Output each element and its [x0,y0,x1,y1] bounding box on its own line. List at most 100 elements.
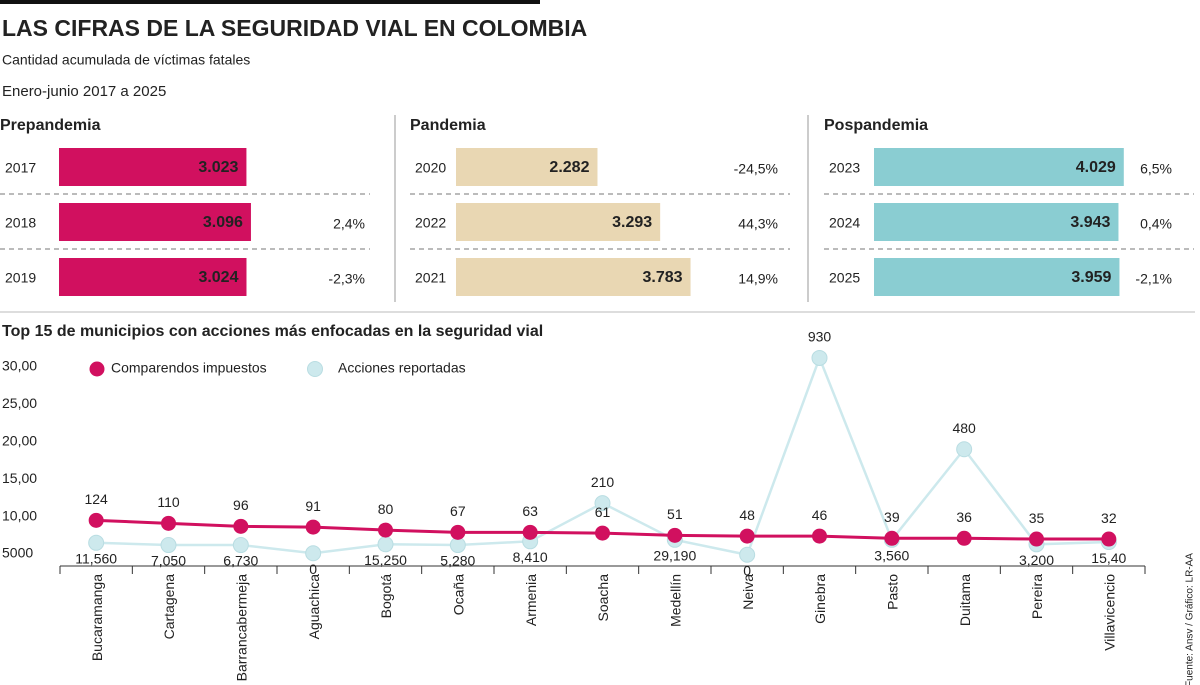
year-label: 2021 [415,270,446,286]
point [160,537,177,554]
x-tick-label: Armenia [523,574,539,626]
point-label: 11,560 [75,551,117,567]
point-label: 67 [450,503,466,519]
x-tick-label: Bucaramanga [89,574,105,661]
point [956,530,972,546]
x-tick-label: Duitama [957,574,973,626]
point [667,527,683,543]
year-label: 2025 [829,270,860,286]
bar-value-label: 3.293 [612,214,652,231]
year-label: 2024 [829,215,860,231]
point [595,525,610,541]
subtitle: Cantidad acumulada de víctimas fatales [2,52,250,68]
x-tick-label: Villavicencio [1102,574,1118,651]
bar-value-label: 3.959 [1071,269,1111,286]
point [739,528,755,544]
point-label: 480 [952,420,976,436]
point-label: 96 [233,497,249,513]
point [1101,531,1117,547]
point [232,537,249,554]
legend-label: Comparendos impuestos [111,360,267,376]
legend-marker [89,361,105,377]
point-label: 35 [1029,510,1045,526]
bar-value-label: 4.029 [1076,159,1116,176]
bar [874,148,1124,186]
point-label: 46 [812,507,828,523]
change-label: -24,5% [734,161,778,177]
x-tick-label: Aguachica [306,574,322,640]
bar [874,203,1119,241]
bar [456,148,598,186]
line-chart-title: Top 15 de municipios con acciones más en… [2,323,543,340]
x-tick-label: Pasto [885,574,901,610]
point [305,545,322,562]
point-label: 124 [84,491,108,507]
panel-title: Pospandemia [824,117,928,134]
y-tick-label: 30,00 [2,358,37,374]
point [812,528,827,544]
point-label: 29,190 [653,548,696,564]
point-label: 51 [667,506,683,522]
y-tick-label: 25,00 [2,395,37,411]
x-tick-label: Ginebra [812,574,828,624]
point-label: 36 [956,509,972,525]
bar-value-label: 3.023 [198,159,238,176]
point [811,349,828,366]
point-label: 61 [595,504,611,520]
point-label: 930 [808,329,832,345]
point-label: 7,050 [151,553,186,569]
period: Enero-junio 2017 a 2025 [2,83,166,100]
x-tick-label: Cartagena [161,574,177,640]
point [88,534,105,551]
legend-marker [307,361,323,377]
change-label: 2,4% [333,216,365,232]
bar-value-label: 3.024 [198,269,238,286]
point [378,522,393,538]
bar [59,203,251,241]
point-label: 6,730 [223,553,258,569]
change-label: -2,3% [328,271,365,287]
point-label: 32 [1101,510,1117,526]
title: LAS CIFRAS DE LA SEGURIDAD VIAL EN COLOM… [2,15,587,41]
point-label: 0 [309,561,317,577]
legend-label: Acciones reportadas [338,360,466,376]
point [88,512,104,528]
x-tick-label: Pereira [1029,574,1045,619]
point [739,546,756,563]
point [161,515,176,531]
point-label: 63 [522,503,538,519]
point-label: 110 [157,494,180,510]
bar [456,258,691,296]
x-tick-label: Ocaña [451,574,467,615]
bar-value-label: 3.783 [642,269,682,286]
change-label: 6,5% [1140,161,1172,177]
x-tick-label: Medellín [668,574,684,627]
y-tick-label: 20,00 [2,432,37,448]
y-tick-label: 5000 [2,545,33,561]
bar [874,258,1120,296]
x-tick-label: Neiva [740,574,756,610]
point [1029,531,1044,547]
y-tick-label: 10,00 [2,507,37,523]
point [956,441,973,458]
point [594,495,611,512]
point [884,530,900,546]
x-tick-label: Bogotá [378,574,394,619]
point-label: 210 [591,474,615,490]
point-label: 80 [378,501,394,517]
x-tick-label: Soacha [595,574,611,622]
x-tick-label: Barrancabermeja [234,574,250,682]
panel-title: Prepandemia [0,117,101,134]
panel-title: Pandemia [410,117,486,134]
point-label: 8,410 [513,549,548,565]
bar [59,148,247,186]
point-label: 0 [743,562,751,578]
point-label: 3,200 [1019,552,1054,568]
point-label: 3,560 [874,548,909,564]
change-label: 0,4% [1140,216,1172,232]
bar-value-label: 2.282 [549,159,589,176]
point [377,536,394,553]
point-label: 5,280 [440,553,475,569]
point [522,524,538,540]
